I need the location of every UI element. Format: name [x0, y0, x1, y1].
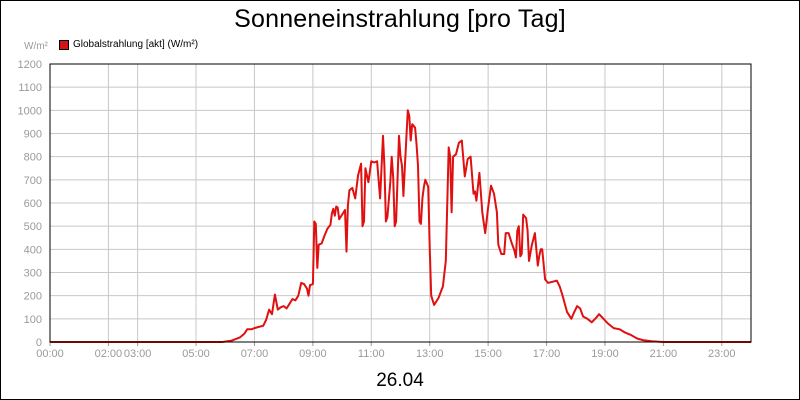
- x-tick-label: 09:00: [299, 348, 327, 360]
- x-tick-label: 13:00: [416, 348, 444, 360]
- plot-border: [49, 63, 752, 343]
- legend: Globalstrahlung [akt] (W/m²): [59, 39, 198, 50]
- x-tick-label: 00:00: [36, 348, 64, 360]
- y-tick-label: 400: [24, 244, 42, 256]
- chart-title: Sonneneinstrahlung [pro Tag]: [234, 5, 566, 33]
- legend-label: Globalstrahlung [akt] (W/m²): [73, 39, 199, 50]
- x-tick-label: 03:00: [124, 348, 152, 360]
- x-tick-label: 17:00: [533, 348, 561, 360]
- y-tick-label: 600: [24, 198, 42, 210]
- y-tick-label: 1000: [18, 105, 42, 117]
- y-tick-label: 700: [24, 175, 42, 187]
- y-tick-label: 100: [24, 314, 42, 326]
- y-tick-label: 1100: [18, 82, 42, 94]
- x-tick-label: 19:00: [591, 348, 619, 360]
- y-tick-label: 900: [24, 129, 42, 141]
- legend-swatch: [59, 39, 69, 50]
- x-axis-date-label: 26.04: [376, 370, 424, 391]
- y-tick-label: 800: [24, 152, 42, 164]
- y-tick-label: 200: [24, 291, 42, 303]
- y-axis-unit-label: W/m²: [24, 41, 48, 52]
- series-line: [50, 109, 751, 343]
- x-tick-label: 05:00: [182, 348, 210, 360]
- y-tick-label: 1200: [18, 59, 42, 71]
- x-tick-label: 23:00: [708, 348, 736, 360]
- y-tick-label: 500: [24, 221, 42, 233]
- y-tick-label: 0: [36, 337, 42, 349]
- x-tick-label: 11:00: [358, 348, 385, 360]
- x-tick-label: 21:00: [650, 348, 678, 360]
- x-tick-label: 15:00: [474, 348, 502, 360]
- x-tick-label: 02:00: [95, 348, 123, 360]
- y-tick-label: 300: [24, 268, 42, 280]
- x-tick-label: 07:00: [241, 348, 269, 360]
